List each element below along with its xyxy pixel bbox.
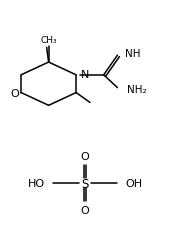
Text: O: O <box>81 205 89 215</box>
Text: OH: OH <box>125 178 142 188</box>
Text: O: O <box>11 88 20 98</box>
Text: S: S <box>81 177 89 190</box>
Text: HO: HO <box>28 178 45 188</box>
Text: NH₂: NH₂ <box>127 84 147 94</box>
Text: O: O <box>81 152 89 162</box>
Text: NH: NH <box>125 49 141 59</box>
Text: CH₃: CH₃ <box>40 36 57 45</box>
Text: N: N <box>81 70 89 80</box>
